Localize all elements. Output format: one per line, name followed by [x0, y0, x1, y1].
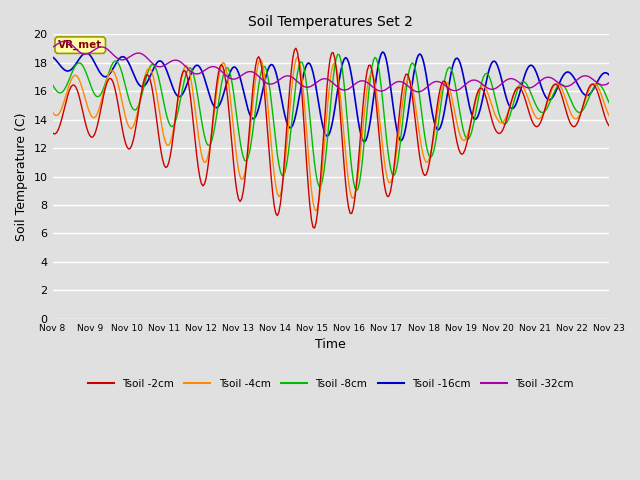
Title: Soil Temperatures Set 2: Soil Temperatures Set 2: [248, 15, 413, 29]
X-axis label: Time: Time: [316, 338, 346, 351]
Legend: Tsoil -2cm, Tsoil -4cm, Tsoil -8cm, Tsoil -16cm, Tsoil -32cm: Tsoil -2cm, Tsoil -4cm, Tsoil -8cm, Tsoi…: [84, 375, 578, 393]
Text: VR_met: VR_met: [58, 40, 102, 50]
Y-axis label: Soil Temperature (C): Soil Temperature (C): [15, 112, 28, 241]
